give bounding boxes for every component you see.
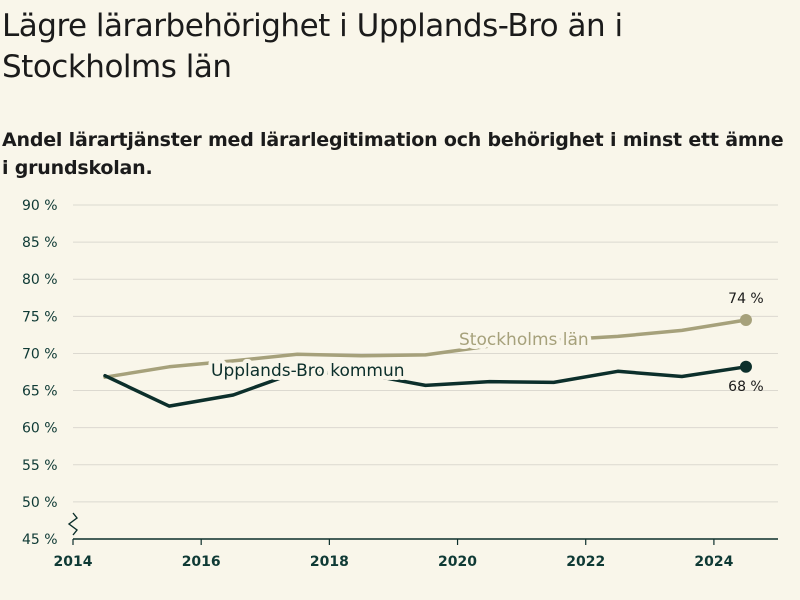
y-axis-ticks: 45 % 50 % 55 % 60 % 65 % 70 % 75 % 80 % 85 % 90 % — [22, 198, 58, 548]
axis-break-icon — [67, 512, 78, 536]
y-tick-label: 45 % — [22, 532, 58, 548]
chart-subtitle: Andel lärartjänster med lärarlegitimatio… — [2, 129, 784, 179]
y-tick-label: 50 % — [22, 495, 58, 511]
series-line — [103, 318, 748, 379]
series-name-label: Upplands-Bro kommun — [211, 361, 405, 381]
y-tick-label: 70 % — [22, 346, 58, 362]
x-tick-label: 2014 — [54, 554, 93, 570]
series-name-label: Stockholms län — [459, 330, 589, 350]
series-label-halo: Stockholms län — [459, 330, 589, 350]
x-axis: 2014 2016 2018 2020 2022 2024 — [54, 512, 778, 570]
y-tick-label: 55 % — [22, 458, 58, 474]
x-tick-label: 2016 — [182, 554, 221, 570]
x-tick-label: 2020 — [438, 554, 477, 570]
series-lines — [103, 314, 752, 408]
y-tick-label: 75 % — [22, 309, 58, 325]
y-tick-label: 80 % — [22, 272, 58, 288]
y-tick-label: 60 % — [22, 421, 58, 437]
y-tick-label: 85 % — [22, 235, 58, 251]
y-tick-label: 65 % — [22, 384, 58, 400]
end-marker — [739, 314, 752, 327]
y-tick-label: 90 % — [22, 198, 58, 214]
chart-title: Lägre lärarbehörighet i Upplands-Bro än … — [2, 8, 623, 85]
x-tick-label: 2018 — [310, 554, 349, 570]
series-line — [103, 365, 748, 408]
end-value-label: 68 % — [728, 379, 764, 395]
end-marker — [739, 360, 752, 373]
series-label-halo: Upplands-Bro kommun — [211, 361, 405, 381]
x-tick-label: 2022 — [566, 554, 605, 570]
end-value-label: 74 % — [728, 291, 764, 307]
x-tick-label: 2024 — [694, 554, 733, 570]
